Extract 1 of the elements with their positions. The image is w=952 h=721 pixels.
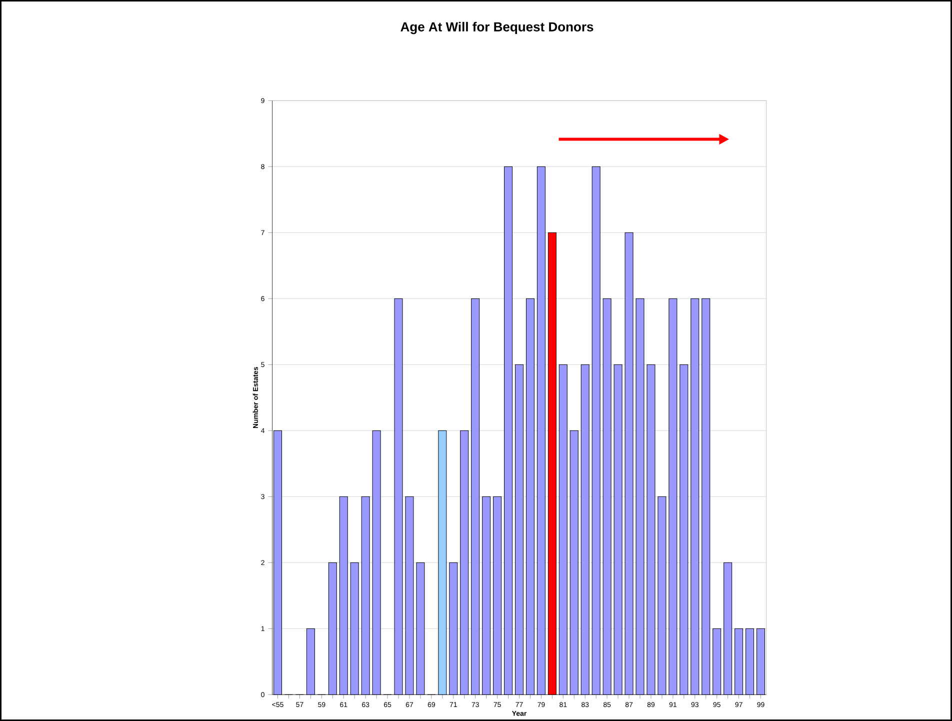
chart-title: Age At Will for Bequest Donors <box>400 22 594 34</box>
